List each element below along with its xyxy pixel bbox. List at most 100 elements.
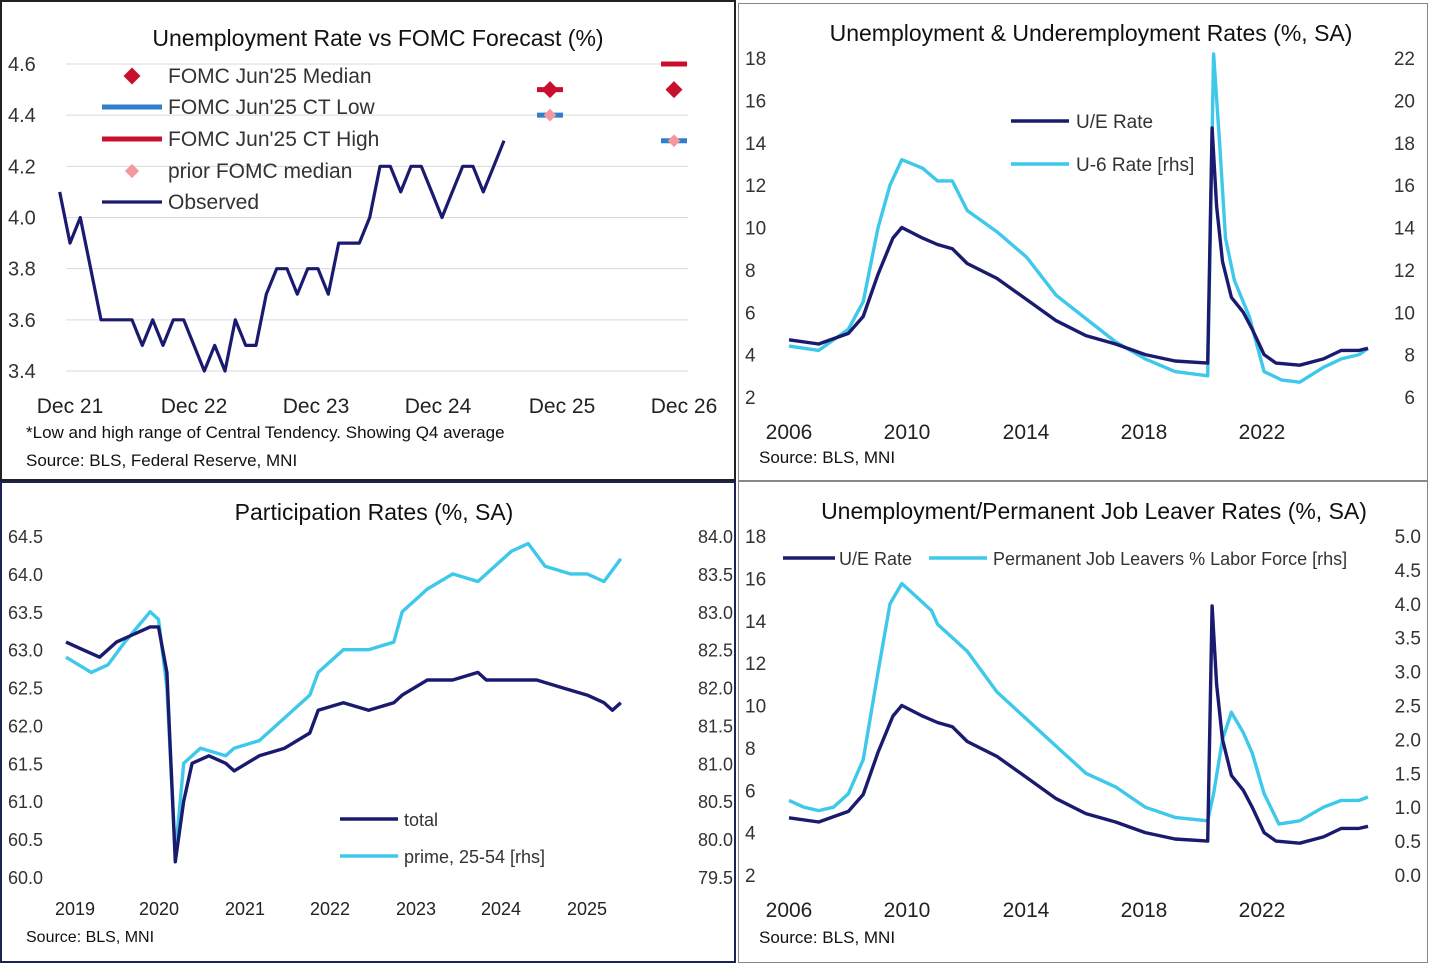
chart-panel-unemployment-underemployment: Unemployment & Underemployment Rates (%,… [738, 3, 1428, 481]
y-tick-label: 12 [745, 654, 766, 675]
y-tick-label: 64.5 [8, 527, 43, 547]
legend-label: prior FOMC median [168, 160, 352, 183]
y2-tick-label: 8 [1404, 346, 1415, 367]
y2-tick-label: 5.0 [1395, 527, 1421, 548]
series-line-observed [58, 140, 506, 373]
y2-tick-label: 1.5 [1395, 764, 1421, 785]
y2-tick-label: 16 [1394, 176, 1415, 197]
y-tick-label: 6 [745, 781, 756, 802]
y-tick-label: 63.5 [8, 603, 43, 623]
y-tick-label: 61.5 [8, 754, 43, 774]
y-tick-label: 60.5 [8, 830, 43, 850]
y-tick-label: 6 [745, 303, 756, 324]
y2-tick-label: 3.0 [1395, 663, 1421, 684]
y2-tick-label: 1.0 [1395, 798, 1421, 819]
series-line-prime-25-54-rhs [65, 541, 623, 856]
y2-tick-label: 79.5 [698, 868, 733, 888]
y-tick-label: 2 [745, 388, 756, 409]
y-tick-label: 16 [745, 91, 766, 112]
chart-source: Source: BLS, MNI [26, 929, 154, 946]
y2-tick-label: 4.0 [1395, 595, 1421, 616]
y2-tick-label: 14 [1394, 219, 1416, 240]
x-tick-label: 2006 [766, 421, 813, 444]
legend-label: FOMC Jun'25 Median [168, 65, 372, 88]
y-tick-label: 61.0 [8, 792, 43, 812]
x-tick-label: Dec 24 [405, 395, 472, 418]
series-line-permanent-job-leavers-labor-force-rhs [788, 581, 1369, 826]
y2-tick-label: 22 [1394, 49, 1415, 70]
y-tick-label: 3.8 [8, 259, 36, 281]
y-tick-label: 3.6 [8, 310, 36, 332]
legend-label: U-6 Rate [rhs] [1076, 155, 1194, 176]
y2-tick-label: 3.5 [1395, 629, 1421, 650]
median-marker [541, 81, 559, 99]
x-tick-label: 2022 [310, 899, 350, 919]
y-tick-label: 8 [745, 739, 756, 760]
prior-median-marker [667, 134, 681, 148]
x-tick-label: 2023 [396, 899, 436, 919]
chart-panel-ue-job-leavers: Unemployment/Permanent Job Leaver Rates … [738, 481, 1428, 963]
x-tick-label: 2019 [55, 899, 95, 919]
chart-footnote: *Low and high range of Central Tendency.… [26, 423, 505, 442]
x-tick-label: 2010 [884, 899, 931, 922]
y-tick-label: 18 [745, 49, 766, 70]
chart-svg-ue-job-leavers: Unemployment/Permanent Job Leaver Rates … [745, 498, 1421, 947]
series-line-u-e-rate [788, 604, 1369, 845]
y2-tick-label: 80.5 [698, 792, 733, 812]
chart-title: Unemployment Rate vs FOMC Forecast (%) [152, 25, 603, 51]
y-tick-label: 64.0 [8, 565, 43, 585]
x-tick-label: Dec 25 [529, 395, 596, 418]
y-tick-label: 4 [745, 346, 756, 367]
y2-tick-label: 0.0 [1395, 866, 1421, 887]
y-tick-label: 4.0 [8, 208, 36, 230]
y2-tick-label: 4.5 [1395, 561, 1421, 582]
x-tick-label: 2022 [1239, 421, 1286, 444]
legend-label: total [404, 810, 438, 830]
x-tick-label: 2024 [481, 899, 521, 919]
legend-label: FOMC Jun'25 CT High [168, 128, 379, 151]
y-tick-label: 16 [745, 569, 766, 590]
y2-tick-label: 2.0 [1395, 730, 1421, 751]
y-tick-label: 14 [745, 134, 767, 155]
y2-tick-label: 82.0 [698, 679, 733, 699]
y-tick-label: 60.0 [8, 868, 43, 888]
chart-svg-participation: Participation Rates (%, SA) 64.5 64.0 63.5… [8, 499, 733, 946]
series-line-u-e-rate [788, 126, 1369, 367]
x-tick-label: 2014 [1003, 421, 1050, 444]
chart-svg-unemployment-underemployment: Unemployment & Underemployment Rates (%,… [745, 20, 1416, 467]
chart-svg-unemployment-vs-fomc: Unemployment Rate vs FOMC Forecast (%) 4… [8, 25, 717, 470]
y-tick-label: 62.0 [8, 716, 43, 736]
legend-label: Observed [168, 191, 259, 214]
chart-panel-participation: Participation Rates (%, SA) 64.5 64.0 63.5… [0, 481, 736, 963]
y2-tick-label: 83.0 [698, 603, 733, 623]
chart-source: Source: BLS, MNI [759, 448, 895, 467]
y2-tick-label: 80.0 [698, 830, 733, 850]
y-tick-label: 10 [745, 697, 766, 718]
chart-title: Unemployment & Underemployment Rates (%,… [830, 20, 1353, 46]
x-tick-label: Dec 23 [283, 395, 350, 418]
y-tick-label: 4.4 [8, 105, 36, 127]
legend-label: U/E Rate [839, 549, 912, 569]
y-tick-label: 8 [745, 261, 756, 282]
y-tick-label: 2 [745, 866, 756, 887]
y2-tick-label: 82.5 [698, 641, 733, 661]
x-tick-label: 2025 [567, 899, 607, 919]
series-line-u-6-rate-rhs [788, 52, 1369, 384]
y2-tick-label: 2.5 [1395, 697, 1421, 718]
y-tick-label: 4 [745, 824, 756, 845]
y-tick-label: 18 [745, 527, 766, 548]
legend-label: prime, 25-54 [rhs] [404, 847, 545, 867]
y-tick-label: 4.2 [8, 156, 36, 178]
y2-tick-label: 84.0 [698, 527, 733, 547]
prior-median-marker [543, 108, 557, 122]
x-tick-label: 2022 [1239, 899, 1286, 922]
chart-title: Participation Rates (%, SA) [235, 499, 514, 525]
x-tick-label: Dec 21 [37, 395, 104, 418]
y-tick-label: 3.4 [8, 361, 36, 383]
y2-tick-label: 81.5 [698, 716, 733, 736]
legend-label: U/E Rate [1076, 112, 1153, 133]
legend-label: Permanent Job Leavers % Labor Force [rhs… [993, 549, 1347, 569]
chart-source: Source: BLS, MNI [759, 928, 895, 947]
y-tick-label: 4.6 [8, 54, 36, 76]
x-tick-label: 2010 [884, 421, 931, 444]
